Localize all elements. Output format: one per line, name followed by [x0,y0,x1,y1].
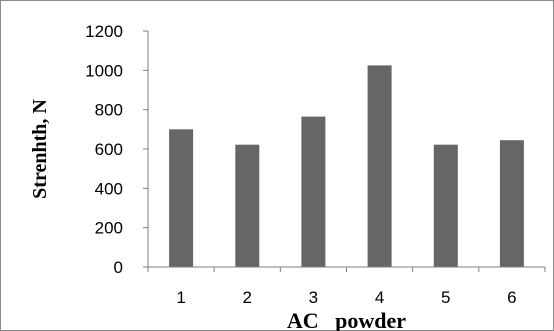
y-tick-label: 400 [95,179,123,198]
y-tick-label: 1000 [85,61,123,80]
x-tick-label: 6 [507,288,516,307]
y-tick-label: 600 [95,140,123,159]
bar-3 [301,116,326,267]
y-tick-label: 0 [114,258,123,277]
y-tick-label: 800 [95,101,123,120]
y-axis-ticks: 0 200 400 600 800 1000 1200 [85,22,148,277]
x-tick-label: 1 [176,288,185,307]
x-axis-title: AC powder [287,308,406,331]
x-tick-label: 3 [309,288,318,307]
bar-4 [367,65,392,268]
y-axis-title: Strenhth, N [29,99,51,199]
y-tick-label: 200 [95,219,123,238]
bar-2 [235,144,260,267]
y-tick-label: 1200 [85,22,123,41]
bar-series [169,65,524,268]
bar-5 [433,144,458,267]
x-axis-ticks: 1 2 3 4 5 6 [147,267,546,307]
x-tick-label: 4 [375,288,384,307]
bar-1 [169,129,194,267]
x-tick-label: 5 [441,288,450,307]
bar-6 [499,140,524,267]
x-tick-label: 2 [243,288,252,307]
